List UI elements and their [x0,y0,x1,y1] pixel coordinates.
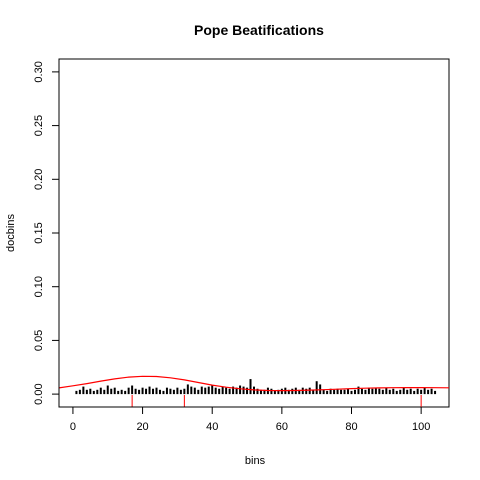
y-tick-label: 0.00 [33,383,45,404]
y-tick-label: 0.30 [33,61,45,82]
x-tick-label: 20 [136,421,148,433]
x-axis: 0 20 40 60 80 100 [70,406,430,433]
y-tick-label: 0.20 [33,169,45,190]
x-tick-label: 100 [412,421,430,433]
y-tick-label: 0.10 [33,276,45,297]
y-tick-label: 0.05 [33,330,45,351]
rug-marks [131,395,422,407]
y-tick-label: 0.15 [33,222,45,243]
chart-title: Pope Beatifications [194,22,324,38]
y-tick-label: 0.25 [33,115,45,136]
x-tick-label: 60 [276,421,288,433]
x-axis-label: bins [245,455,266,467]
y-axis-label: docbins [5,214,17,252]
x-tick-label: 0 [70,421,76,433]
bars-group [75,379,437,395]
x-tick-label: 40 [206,421,218,433]
density-curve [58,375,450,392]
plot-frame [58,58,450,408]
y-axis: 0.00 0.05 0.10 0.15 0.20 0.25 0.30 [33,61,60,405]
x-tick-label: 80 [345,421,357,433]
